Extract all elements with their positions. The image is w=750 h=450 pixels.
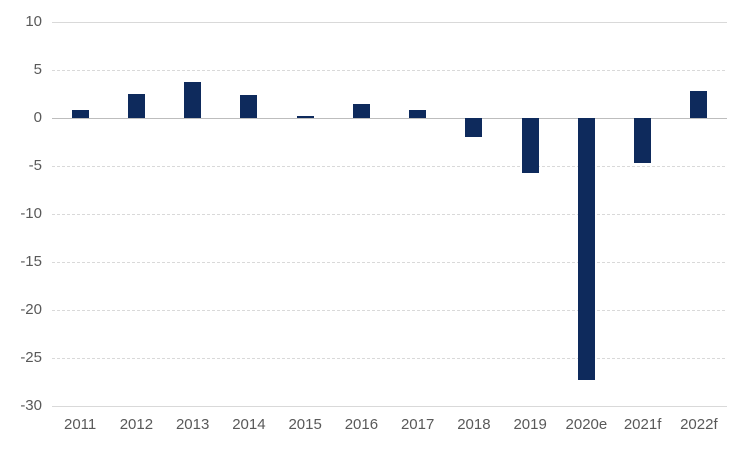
bar-2021f <box>634 118 652 164</box>
x-axis-category-label: 2011 <box>63 416 97 433</box>
gridline <box>52 406 727 407</box>
y-axis-tick-label: -15 <box>20 253 42 270</box>
bar-2020e <box>577 118 595 381</box>
gridline <box>52 166 727 167</box>
bar-2015 <box>296 116 314 118</box>
x-axis-category-label: 2019 <box>513 416 547 433</box>
plot-area <box>52 22 727 407</box>
y-axis-tick-label: 10 <box>25 13 42 30</box>
zero-gridline <box>52 118 727 119</box>
bar-2016 <box>352 103 370 118</box>
x-axis-category-label: 2020e <box>565 416 608 433</box>
y-axis-tick-label: 0 <box>33 109 42 126</box>
gridline <box>52 310 727 311</box>
x-axis-category-label: 2012 <box>119 416 154 433</box>
x-axis-category-label: 2013 <box>175 416 210 433</box>
bar-2019 <box>521 118 539 173</box>
bar-2014 <box>240 94 258 118</box>
y-axis-tick-label: -10 <box>20 205 42 222</box>
x-axis-category-label: 2016 <box>344 416 379 433</box>
y-axis-tick-label: -30 <box>20 397 42 414</box>
x-axis-category-label: 2017 <box>400 416 435 433</box>
y-axis-tick-label: -25 <box>20 349 42 366</box>
y-axis-tick-label: -20 <box>20 301 42 318</box>
bar-2012 <box>127 94 145 118</box>
bar-2022f <box>690 91 708 118</box>
bar-2011 <box>71 110 89 118</box>
bar-2018 <box>465 118 483 138</box>
gridline <box>52 358 727 359</box>
gridline <box>52 70 727 71</box>
y-axis-tick-label: 5 <box>33 61 42 78</box>
bar-2017 <box>409 110 427 118</box>
y-axis-tick-label: -5 <box>28 157 42 174</box>
gridline <box>52 262 727 263</box>
gridline <box>52 22 727 23</box>
bar-2013 <box>184 81 202 118</box>
x-axis-category-label: 2014 <box>232 416 266 433</box>
x-axis-category-label: 2015 <box>288 416 322 433</box>
x-axis-category-label: 2021f <box>623 416 662 433</box>
x-axis-category-label: 2018 <box>457 416 491 433</box>
gridline <box>52 214 727 215</box>
x-axis-category-label: 2022f <box>680 416 718 433</box>
